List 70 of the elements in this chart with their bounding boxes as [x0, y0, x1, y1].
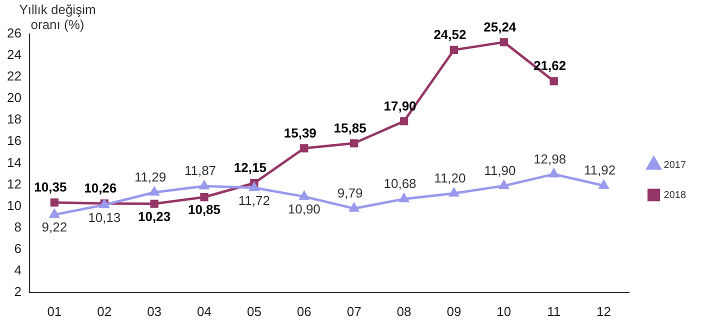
y-axis-title: Yıllık değişim oranı (%)	[19, 2, 96, 32]
point	[350, 139, 358, 148]
x-tick-label: 10	[496, 304, 512, 319]
data-label: 11,72	[238, 192, 270, 208]
data-label: 10,13	[88, 210, 121, 225]
y-tick-label: 26	[6, 26, 22, 41]
data-label: 9,79	[337, 186, 363, 201]
y-tick-label: 8	[14, 219, 22, 234]
x-tick-label: 11	[547, 304, 561, 319]
point	[499, 180, 509, 190]
x-tick-label: 12	[596, 304, 612, 319]
point	[449, 188, 459, 197]
data-label: 11,92	[584, 162, 616, 178]
point	[300, 144, 308, 152]
y-tick-label: 4	[14, 262, 22, 278]
point	[400, 117, 408, 126]
x-tick-label: 08	[396, 304, 412, 319]
x-tick-label: 03	[147, 304, 162, 319]
y-tick-label: 20	[6, 90, 22, 106]
x-tick-label: 09	[446, 304, 462, 319]
point	[200, 180, 209, 190]
point	[150, 187, 160, 196]
y-tick-label: 10	[6, 198, 22, 213]
point	[500, 38, 508, 46]
data-label: 15,39	[284, 125, 316, 140]
point	[50, 209, 60, 218]
point	[349, 203, 359, 212]
point	[550, 77, 558, 86]
point	[200, 193, 208, 202]
data-label: 11,20	[434, 170, 466, 186]
y-tick-label: 22	[6, 68, 22, 84]
data-label: 10,23	[138, 208, 171, 224]
x-tick-label: 07	[346, 304, 362, 319]
point	[249, 182, 259, 191]
data-label: 9,22	[42, 220, 68, 235]
data-label: 10,26	[84, 180, 117, 196]
point	[399, 194, 409, 202]
data-label: 25,24	[484, 19, 517, 34]
data-label: 24,52	[434, 27, 466, 42]
x-tick-label: 01	[47, 304, 62, 319]
y-tick-label: 6	[14, 240, 22, 256]
y-tick-label: 24	[6, 47, 22, 62]
data-label: 12,98	[534, 151, 566, 166]
y-tick-label: 18	[6, 112, 22, 127]
data-label: 21,62	[534, 58, 566, 74]
y-tick-label: 12	[6, 176, 22, 192]
x-tick-label: 02	[97, 304, 112, 319]
point	[549, 168, 559, 178]
data-label: 10,35	[34, 180, 67, 195]
point	[599, 180, 608, 189]
data-label: 10,68	[384, 176, 416, 192]
point	[150, 200, 158, 208]
legend-label: 2017	[664, 160, 686, 171]
data-label: 12,15	[234, 160, 266, 176]
data-label: 11,87	[184, 163, 216, 178]
y-tick-label: 16	[6, 133, 22, 148]
data-label: 15,85	[334, 120, 366, 136]
x-tick-label: 05	[246, 304, 262, 319]
data-label: 11,90	[484, 162, 516, 178]
point	[50, 198, 59, 207]
data-label: 10,90	[288, 202, 320, 217]
point	[299, 191, 309, 200]
x-tick-label: 06	[296, 304, 312, 319]
x-tick-label: 04	[197, 304, 212, 319]
data-label: 10,85	[188, 202, 221, 218]
y-tick-label: 2	[14, 284, 22, 299]
legend-label: 2018	[664, 190, 686, 201]
y-tick-label: 14	[6, 154, 22, 170]
data-label: 11,29	[134, 169, 166, 184]
point	[450, 46, 458, 54]
